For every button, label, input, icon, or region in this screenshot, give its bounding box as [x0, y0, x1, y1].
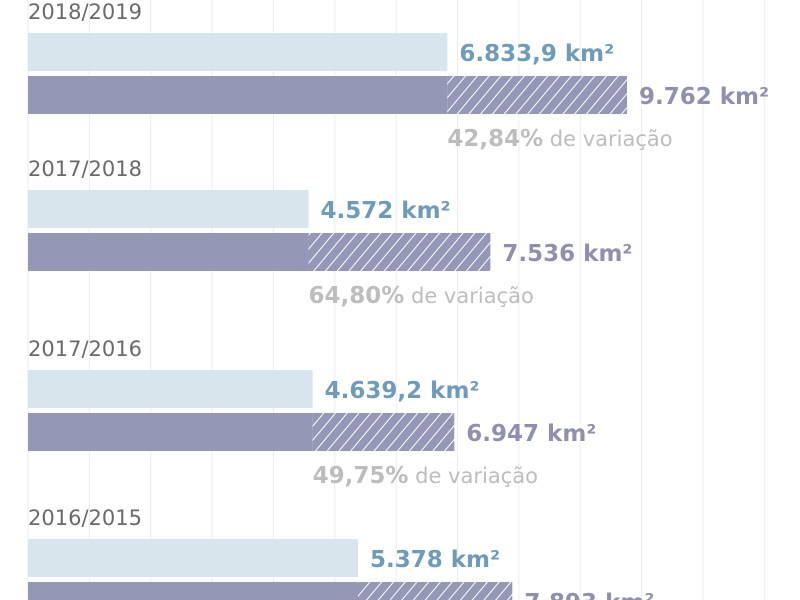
bar-first — [28, 190, 309, 228]
bar-group: 2017/2016 4.639,2 km² 6.947 km² 49,75% de v… — [28, 337, 596, 489]
bar-second-base — [28, 582, 358, 600]
bar-second-base — [28, 233, 309, 271]
bar-group: 2017/2018 4.572 km² 7.536 km² 64,80% de var… — [28, 157, 633, 309]
bar-first — [28, 33, 448, 71]
period-label: 2016/2015 — [28, 506, 142, 530]
bar-group: 2016/2015 5.378 km² 7.893 km² — [28, 506, 654, 600]
bar-second-increase — [312, 413, 455, 451]
value-label-second: 7.893 km² — [524, 590, 654, 600]
value-label-first: 5.378 km² — [370, 547, 500, 573]
bar-second-base — [28, 413, 313, 451]
value-label-second: 9.762 km² — [639, 84, 769, 110]
value-label-second: 6.947 km² — [466, 421, 596, 447]
bar-second-base — [28, 76, 448, 114]
period-label: 2018/2019 — [28, 0, 142, 24]
value-label-first: 4.639,2 km² — [325, 378, 480, 404]
bar-second-increase — [447, 76, 627, 114]
bar-group: 2018/2019 6.833,9 km² 9.762 km² 42,84% de v… — [28, 0, 769, 152]
value-label-first: 4.572 km² — [321, 198, 451, 224]
value-label-first: 6.833,9 km² — [459, 41, 614, 67]
bar-first — [28, 370, 313, 408]
bar-first — [28, 539, 358, 577]
variation-label: 64,80% de variação — [309, 283, 534, 309]
period-label: 2017/2016 — [28, 337, 142, 361]
period-label: 2017/2018 — [28, 157, 142, 181]
variation-label: 49,75% de variação — [313, 463, 538, 489]
bar-second-increase — [308, 233, 491, 271]
value-label-second: 7.536 km² — [502, 241, 632, 267]
bar-second-increase — [357, 582, 513, 600]
variation-label: 42,84% de variação — [447, 126, 672, 152]
